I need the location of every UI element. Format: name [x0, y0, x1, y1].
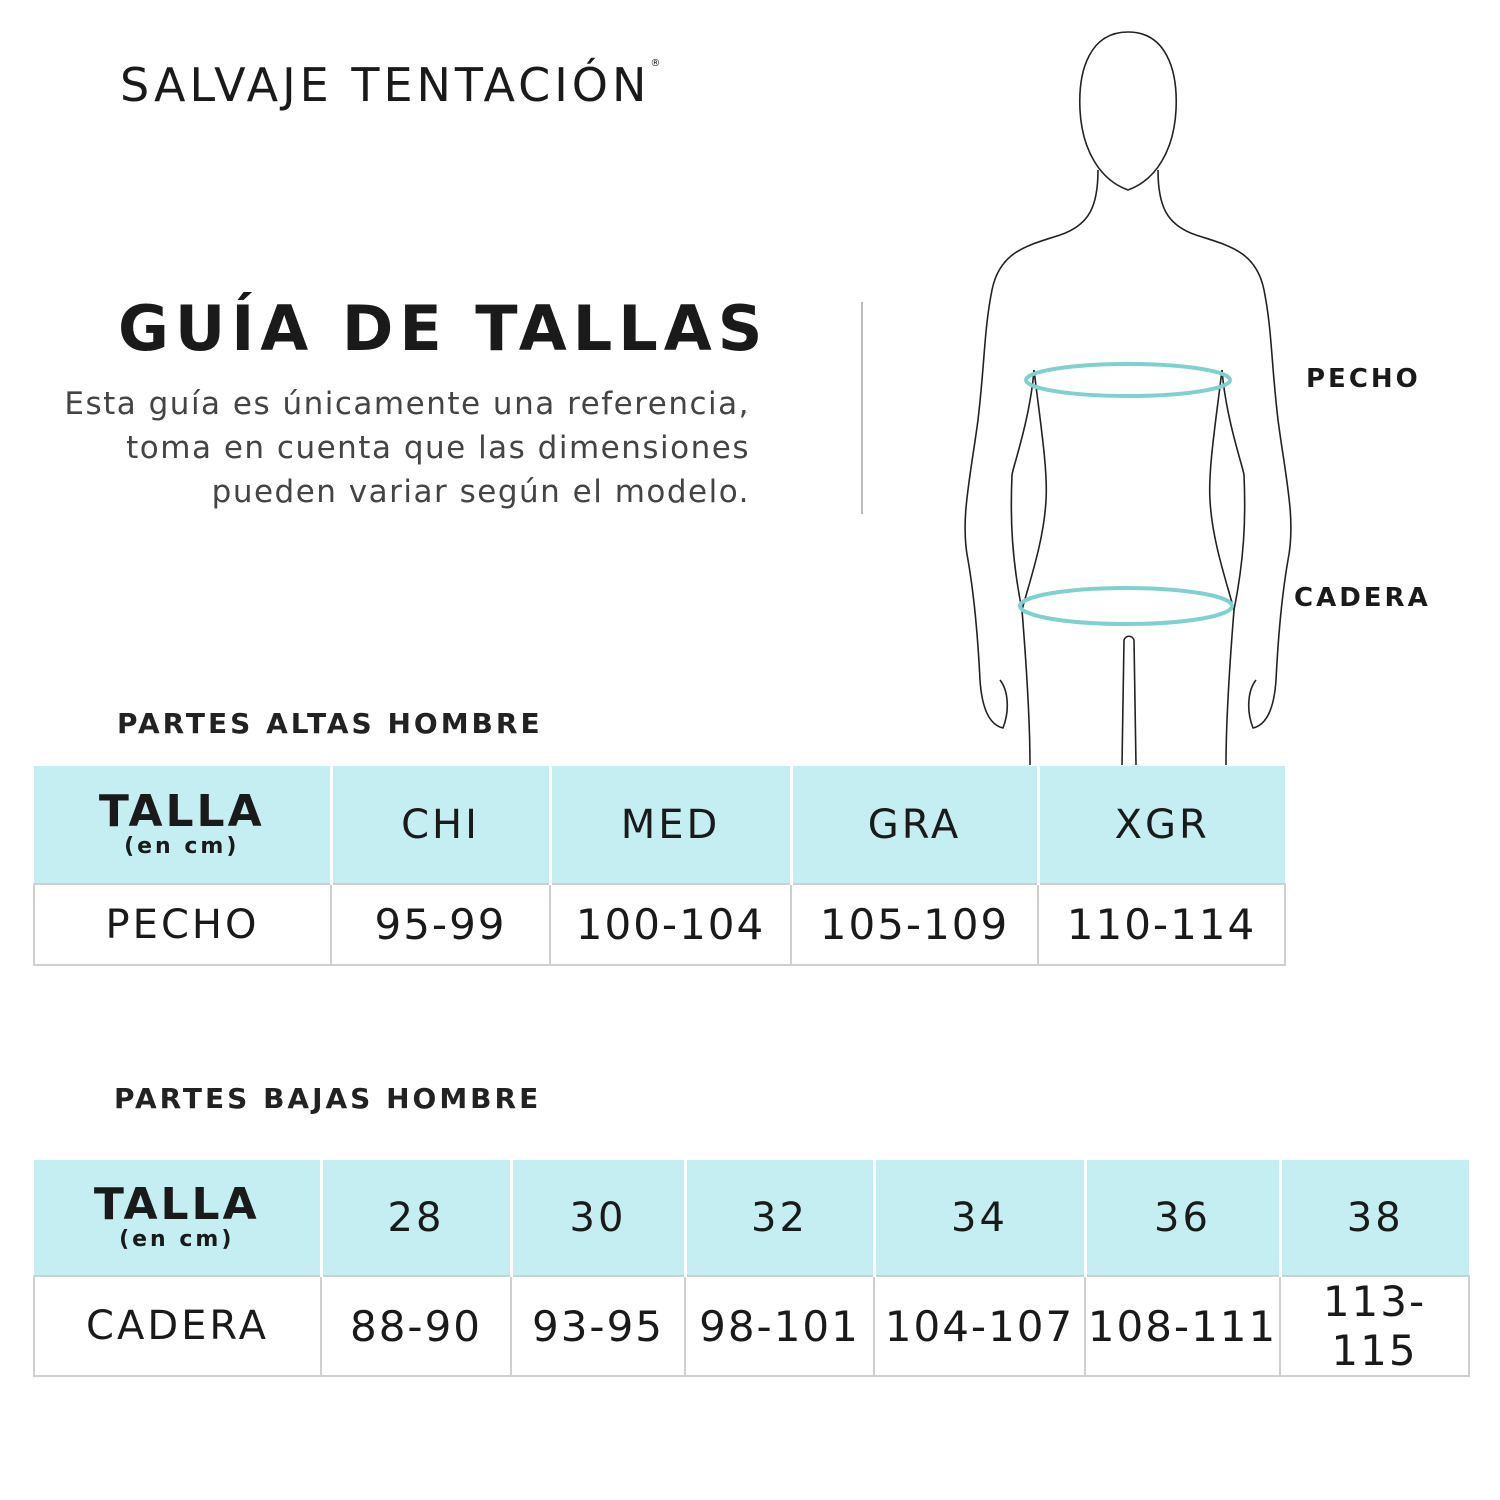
- table-header-row: TALLA (en cm) CHI MED GRA XGR: [34, 766, 1285, 884]
- body-outline-figure: [964, 31, 1292, 766]
- divider: [861, 302, 863, 514]
- cell-value: 113-115: [1279, 1275, 1470, 1377]
- table-row: CADERA 88-90 93-95 98-101 104-107 108-11…: [33, 1275, 1470, 1377]
- measure-rings: [1018, 362, 1234, 626]
- size-header: 34: [874, 1160, 1087, 1276]
- size-header: 38: [1280, 1160, 1469, 1276]
- size-header: XGR: [1038, 766, 1285, 884]
- cell-value: 98-101: [684, 1275, 875, 1377]
- hip-ring: [1018, 586, 1234, 626]
- cell-value: 108-111: [1084, 1275, 1281, 1377]
- brand-logo: SALVAJE TENTACIÓN®: [120, 58, 661, 112]
- header-talla: TALLA (en cm): [34, 1160, 323, 1276]
- size-header: 28: [321, 1160, 513, 1276]
- size-header: 32: [685, 1160, 876, 1276]
- hip-label: CADERA: [1294, 583, 1431, 613]
- size-header: CHI: [331, 766, 552, 884]
- registered-mark: ®: [650, 58, 661, 69]
- cell-value: 110-114: [1037, 883, 1286, 966]
- size-header: 36: [1085, 1160, 1282, 1276]
- cell-value: 104-107: [873, 1275, 1086, 1377]
- cell-value: 95-99: [330, 883, 551, 966]
- size-header: MED: [550, 766, 793, 884]
- cell-value: 93-95: [510, 1275, 686, 1377]
- header-talla: TALLA (en cm): [34, 766, 333, 884]
- size-header: GRA: [791, 766, 1040, 884]
- bottoms-heading: PARTES BAJAS HOMBRE: [114, 1082, 542, 1115]
- page-title: GUÍA DE TALLAS: [118, 292, 769, 365]
- table-header-row: TALLA (en cm) 28 30 32 34 36 38: [34, 1160, 1469, 1276]
- tops-heading: PARTES ALTAS HOMBRE: [117, 707, 543, 740]
- row-label: PECHO: [33, 883, 332, 966]
- bottoms-size-table: TALLA (en cm) 28 30 32 34 36 38 CADERA 88…: [33, 1160, 1470, 1377]
- tops-size-table: TALLA (en cm) CHI MED GRA XGR PECHO 95-99…: [33, 766, 1286, 966]
- chest-ring: [1024, 362, 1232, 398]
- chest-label: PECHO: [1306, 364, 1421, 394]
- size-header: 30: [511, 1160, 687, 1276]
- cell-value: 105-109: [790, 883, 1039, 966]
- row-label: CADERA: [33, 1275, 322, 1377]
- cell-value: 88-90: [320, 1275, 512, 1377]
- cell-value: 100-104: [549, 883, 792, 966]
- description: Esta guía es únicamente una referencia, …: [64, 386, 750, 510]
- table-row: PECHO 95-99 100-104 105-109 110-114: [33, 883, 1286, 966]
